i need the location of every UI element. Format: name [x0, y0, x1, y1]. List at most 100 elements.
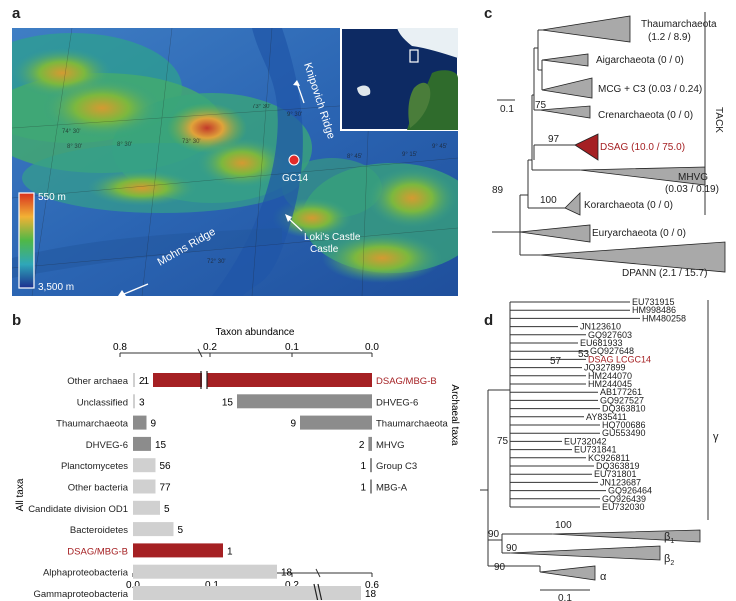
category-label: MHVG — [376, 440, 405, 451]
axis-break — [197, 348, 203, 358]
inset-map — [340, 28, 458, 131]
leaf-label: HM244070 — [588, 371, 632, 381]
gc14-label: GC14 — [282, 173, 309, 184]
grid-label: 9° 15' — [402, 152, 417, 158]
bar — [133, 586, 361, 600]
leaf-label: KC926811 — [588, 453, 630, 463]
clade-label: Euryarchaeota (0 / 0) — [592, 228, 686, 239]
bar — [153, 373, 372, 387]
leaf-label: GQ927603 — [588, 330, 632, 340]
count-label: 2 — [359, 440, 365, 451]
category-label: Bacteroidetes — [70, 525, 128, 536]
top-axis: 0.8 0.2 0.1 0.0 — [113, 342, 379, 358]
bootstrap-value: 53 — [578, 349, 590, 360]
bootstrap-value: 100 — [540, 195, 557, 206]
count-label: 3 — [139, 397, 145, 408]
bootstrap-value: 100 — [555, 520, 572, 531]
count-label: 1 — [143, 376, 149, 387]
count-label: 9 — [290, 419, 296, 430]
clade-triangle — [564, 192, 581, 216]
archaea-phylogeny: Thaumarchaeota (1.2 / 8.9) Aigarchaeota … — [492, 12, 726, 279]
leaf-label: GQ927648 — [590, 346, 634, 356]
grid-label: 74° 30' — [62, 129, 81, 135]
bar — [133, 522, 174, 537]
all-taxa-bars: Other archaea 2 Unclassified 3 Thaumarchaeot… — [28, 373, 377, 600]
count-label: 2 — [139, 376, 145, 387]
leaf-label: HM998486 — [632, 305, 676, 315]
panel-label-a: a — [12, 5, 21, 22]
alpha-clade-triangle — [539, 565, 596, 581]
leaf-label: DQ363810 — [602, 404, 646, 414]
grid-label: 72° 30' — [207, 259, 226, 265]
bootstrap-value: 90 — [506, 543, 518, 554]
clade-label: Crenarchaeota (0 / 0) — [598, 110, 693, 121]
leaf-label: JN123610 — [580, 322, 621, 332]
grid-label: 8° 30' — [67, 144, 82, 150]
archaeal-taxa-bars: DSAG/MBG-B 1 DHVEG-6 15 Thaumarchaeota 9 MHVG 2… — [143, 371, 449, 494]
arrow-icon — [123, 283, 149, 295]
clade-triangle — [539, 105, 591, 119]
axis-break — [202, 371, 207, 389]
clade-triangle — [541, 77, 593, 99]
beta2-label: β2 — [664, 553, 674, 567]
leaf-label: HM480258 — [642, 313, 686, 323]
dsag-label: DSAG (10.0 / 75.0) — [600, 142, 685, 153]
grid-label: 8° 45' — [347, 154, 362, 160]
bootstrap-value: 75 — [535, 100, 547, 111]
clade-label: Korarchaeota (0 / 0) — [584, 200, 673, 211]
bar — [133, 415, 147, 430]
clade-label: Thaumarchaeota — [641, 19, 717, 30]
clade-label: MHVG — [678, 172, 708, 183]
leaf-label: EU732030 — [602, 502, 645, 512]
count-label: 18 — [281, 568, 293, 579]
bar — [133, 394, 135, 409]
bar — [133, 479, 156, 494]
bar — [237, 394, 372, 409]
abundance-chart: Taxon abundance All taxa Archaeal taxa 0… — [15, 327, 460, 600]
category-label: Alphaproteobacteria — [43, 568, 129, 579]
count-label: 1 — [227, 546, 233, 557]
top-tick-label: 0.1 — [285, 342, 299, 353]
clade-triangle — [541, 53, 589, 67]
count-label: 15 — [222, 397, 234, 408]
category-label: DHVEG-6 — [376, 397, 418, 408]
y-axis-label-archaeal: Archaeal taxa — [449, 384, 460, 446]
bar — [133, 564, 277, 579]
category-label: Planctomycetes — [61, 461, 128, 472]
y-axis-label-all-taxa: All taxa — [15, 478, 26, 511]
count-label: 77 — [160, 483, 172, 494]
bottom-tick-label: 0.6 — [365, 580, 379, 591]
beta1-clade-triangle — [551, 529, 701, 543]
leaf-label: EU731915 — [632, 297, 675, 307]
category-label: DSAG/MBG-B — [376, 376, 437, 387]
grid-label: 9° 30' — [287, 112, 302, 118]
leaf-label: EU731801 — [594, 469, 637, 479]
gc14-site-marker — [288, 154, 300, 166]
leaf-label: DQ363819 — [596, 461, 640, 471]
clade-triangle — [539, 241, 726, 273]
category-label: Thaumarchaeota — [56, 419, 129, 430]
scale-label: 0.1 — [558, 593, 572, 601]
leaf-label: HQ700686 — [602, 420, 646, 430]
clade-triangle — [541, 15, 631, 43]
leaf-label: AB177261 — [600, 387, 642, 397]
clade-label: DPANN (2.1 / 15.7) — [622, 268, 707, 279]
grid-label: 73° 30' — [252, 104, 271, 110]
grid-label: 8° 30' — [117, 142, 132, 148]
category-label: Gammaproteobacteria — [33, 589, 128, 600]
lokis-castle-label: Loki's Castle — [304, 232, 361, 243]
category-label: Unclassified — [77, 397, 128, 408]
panel-label-b: b — [12, 312, 22, 329]
category-label: Other archaea — [67, 376, 128, 387]
leaf-label: EU681933 — [580, 338, 623, 348]
count-label: 1 — [360, 461, 366, 472]
dsag-clade-triangle — [574, 133, 599, 161]
bathymetry-image: 74° 30' 73° 30' 72° 30' 73° 30' 8° 30' 8… — [12, 28, 458, 296]
top-tick-label: 0.0 — [365, 342, 379, 353]
leaf-label: GQ926464 — [608, 486, 652, 496]
top-tick-label: 0.2 — [203, 342, 217, 353]
top-tick-label: 0.8 — [113, 342, 127, 353]
bar — [133, 373, 135, 387]
depth-min-label: 3,500 m — [38, 282, 74, 293]
